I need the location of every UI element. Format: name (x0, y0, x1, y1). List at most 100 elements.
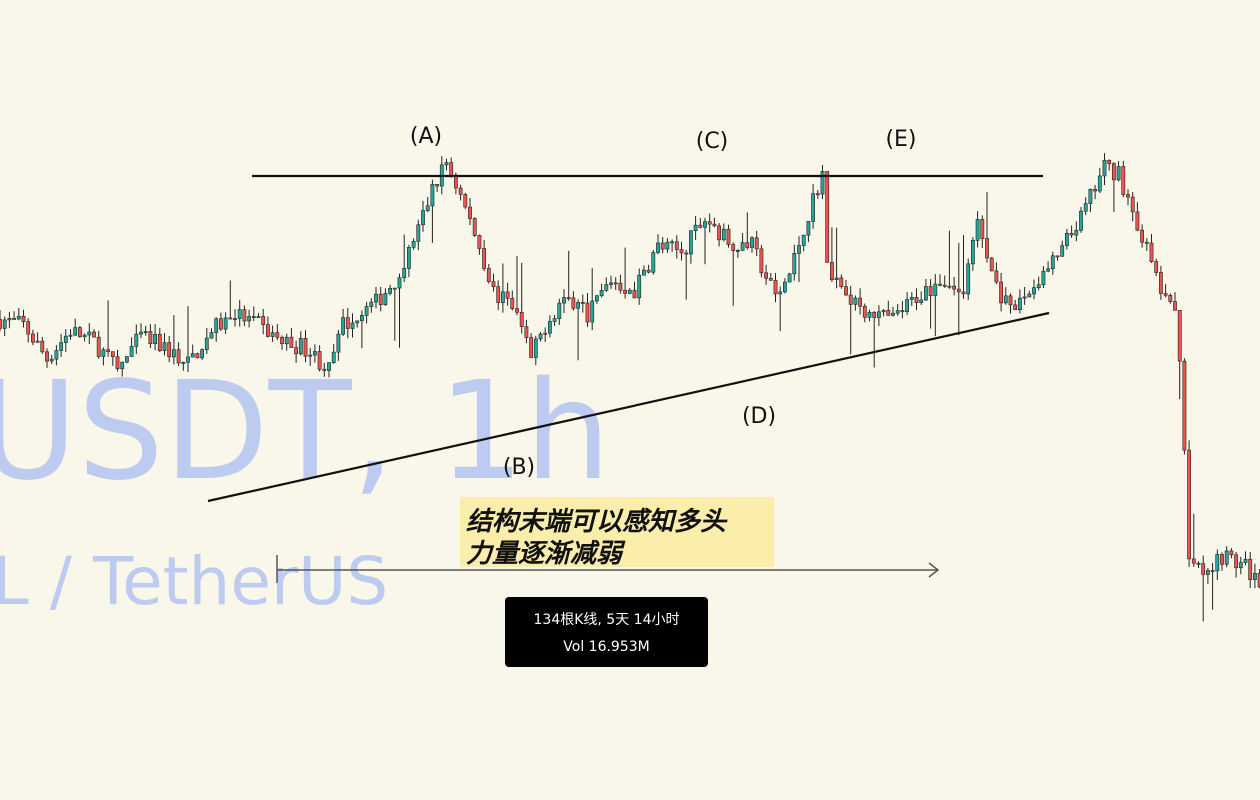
candle-body (298, 338, 303, 355)
candle-body (247, 316, 252, 322)
candle-body (1201, 563, 1206, 575)
candle-body (585, 302, 590, 323)
candle-body (115, 356, 120, 370)
candle-body (590, 300, 595, 323)
candle-body (322, 368, 327, 371)
candle-body (411, 241, 416, 248)
candle-body (1112, 163, 1116, 181)
point-label-b: (B) (503, 455, 535, 480)
candle-body (87, 331, 92, 336)
candle-body (2, 319, 7, 329)
candle-body (242, 309, 247, 322)
candle-body (1008, 295, 1013, 306)
candle-body (552, 318, 557, 322)
candle-body (886, 310, 891, 316)
candle-body (651, 252, 656, 273)
candle-body (472, 218, 477, 236)
candle-body (721, 228, 726, 241)
candle-body (449, 162, 454, 176)
candle-body (844, 286, 848, 296)
point-label-e: (E) (885, 127, 916, 152)
candle-body (1121, 166, 1126, 195)
candle-body (280, 337, 284, 345)
candle-body (458, 187, 463, 195)
candle-body (345, 317, 350, 329)
candle-body (355, 320, 360, 324)
candle-body (853, 297, 858, 305)
candle-body (1135, 211, 1140, 231)
candle-body (228, 317, 233, 320)
candle-body (303, 338, 308, 357)
candle-body (942, 284, 947, 287)
annotation-line-2: 力量逐渐减弱 (466, 539, 623, 569)
candle-body (557, 302, 562, 319)
candle-body (580, 302, 585, 304)
support-trendline[interactable] (207, 311, 1050, 503)
candle-body (143, 331, 148, 334)
candle-body (684, 252, 689, 255)
candle-body (627, 289, 632, 294)
candle-body (336, 333, 341, 353)
candle-body (369, 301, 374, 307)
candle-body (839, 277, 844, 287)
point-label-c: (C) (696, 129, 729, 154)
candle-body (209, 332, 214, 339)
candle-body (604, 284, 609, 291)
candle-body (416, 224, 421, 242)
candle-body (754, 237, 759, 250)
candle-body (1065, 232, 1069, 246)
annotation-line-1: 结构末端可以感知多头 (466, 507, 727, 537)
candle-body (848, 294, 853, 305)
candle-body (637, 274, 642, 299)
candle-body (486, 268, 491, 282)
candle-body (1159, 272, 1163, 294)
candle-body (562, 297, 566, 304)
candle-body (463, 194, 468, 208)
candle-body (233, 318, 237, 321)
watermark-symbol: USDT, 1h (0, 353, 611, 511)
candle-body (900, 310, 905, 313)
candle-body (1215, 554, 1220, 572)
candle-body (975, 219, 980, 241)
candle-body (176, 349, 181, 364)
candle-body (1168, 294, 1173, 302)
candle-body (656, 242, 660, 253)
candle-body (54, 350, 59, 360)
candle-body (985, 238, 989, 259)
candle-body (1055, 255, 1060, 258)
candle-body (289, 336, 294, 348)
candle-body (970, 240, 975, 265)
candle-body (1041, 270, 1046, 286)
candle-body (1149, 242, 1154, 262)
candle-body (261, 316, 266, 325)
candle-body (566, 297, 571, 300)
candle-body (825, 171, 830, 263)
candle-body (933, 283, 938, 297)
candle-body (327, 362, 331, 371)
candle-body (806, 221, 811, 236)
candle-body (30, 333, 35, 343)
candle-body (78, 327, 82, 338)
candle-body (294, 347, 299, 355)
candle-body (16, 315, 21, 320)
candle-body (543, 332, 548, 335)
candle-body (1088, 188, 1093, 204)
candle-body (256, 316, 261, 318)
candle-body (82, 334, 87, 338)
candle-body (515, 308, 519, 313)
candle-body (214, 318, 219, 333)
annotation-note[interactable]: 结构末端可以感知多头 力量逐渐减弱 (460, 497, 774, 569)
candle-body (768, 278, 773, 281)
candle-body (392, 287, 397, 290)
candle-body (139, 331, 143, 335)
candle-body (1116, 166, 1121, 181)
candle-body (195, 353, 200, 359)
candle-body (510, 298, 515, 309)
candle-body (1050, 255, 1055, 270)
candle-body (1191, 558, 1196, 564)
candle-body (1187, 449, 1192, 560)
candle-body (1093, 188, 1098, 192)
candle-body (1234, 554, 1239, 569)
candle-body (1102, 159, 1107, 177)
